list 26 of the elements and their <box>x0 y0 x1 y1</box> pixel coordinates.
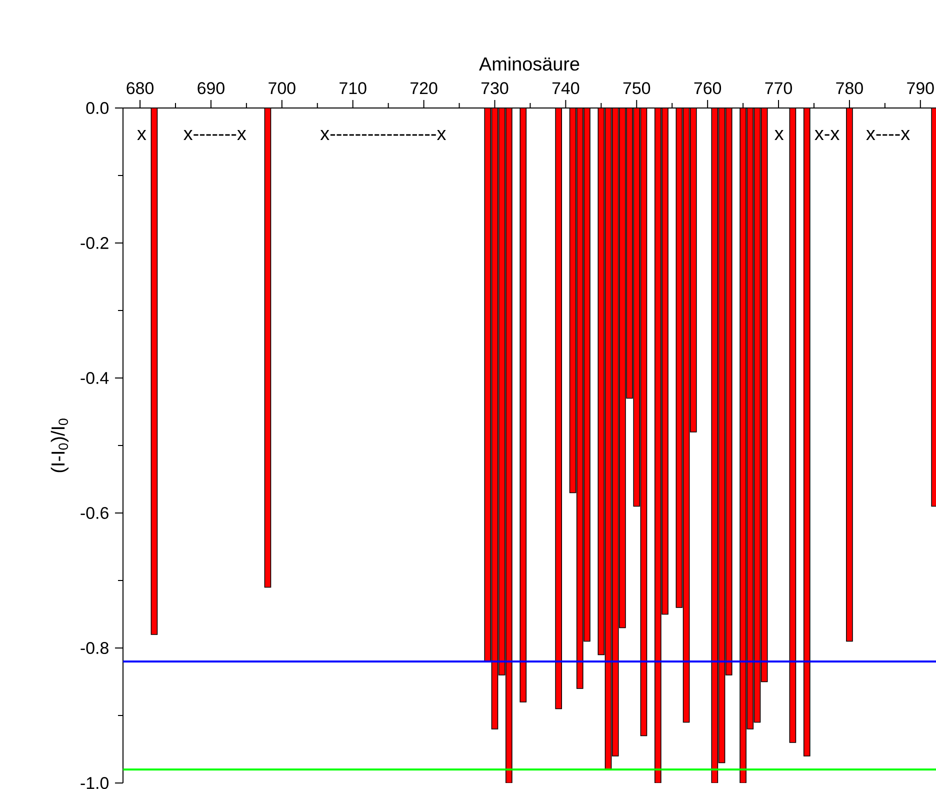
y-tick-label: -0.2 <box>80 236 108 249</box>
annotation: x-------x <box>184 130 246 140</box>
x-tick-label: 700 <box>268 82 296 94</box>
x-tick-label: 730 <box>481 82 508 94</box>
x-tick-label: 780 <box>836 82 863 94</box>
annotation: x----x <box>866 130 910 140</box>
x-tick-label: 720 <box>410 82 438 94</box>
x-axis-title: Aminosäure <box>479 56 580 71</box>
x-tick-label: 770 <box>765 82 792 94</box>
x-tick-label: 690 <box>198 82 224 94</box>
y-tick-label: -0.8 <box>80 642 108 654</box>
annotation: x-x <box>814 130 840 140</box>
y-tick-label: -0.6 <box>80 507 108 519</box>
x-tick-label: 790 <box>907 82 934 94</box>
y-axis-title: (I-I$_{0}$)/I$_{0}$ <box>50 418 68 472</box>
annotation: x <box>774 130 784 140</box>
y-tick-label: -0.4 <box>80 372 109 384</box>
x-tick-label: 740 <box>552 82 580 94</box>
x-tick-label: 760 <box>694 82 722 94</box>
x-tick-label: 710 <box>340 82 366 94</box>
y-tick-label: -1.0 <box>80 777 109 789</box>
x-tick-label: 750 <box>623 82 650 94</box>
y-tick-label: 0.0 <box>86 102 109 114</box>
annotation: x <box>137 130 146 140</box>
annotation: x-----------------x <box>320 130 446 140</box>
x-tick-label: 680 <box>126 82 154 94</box>
